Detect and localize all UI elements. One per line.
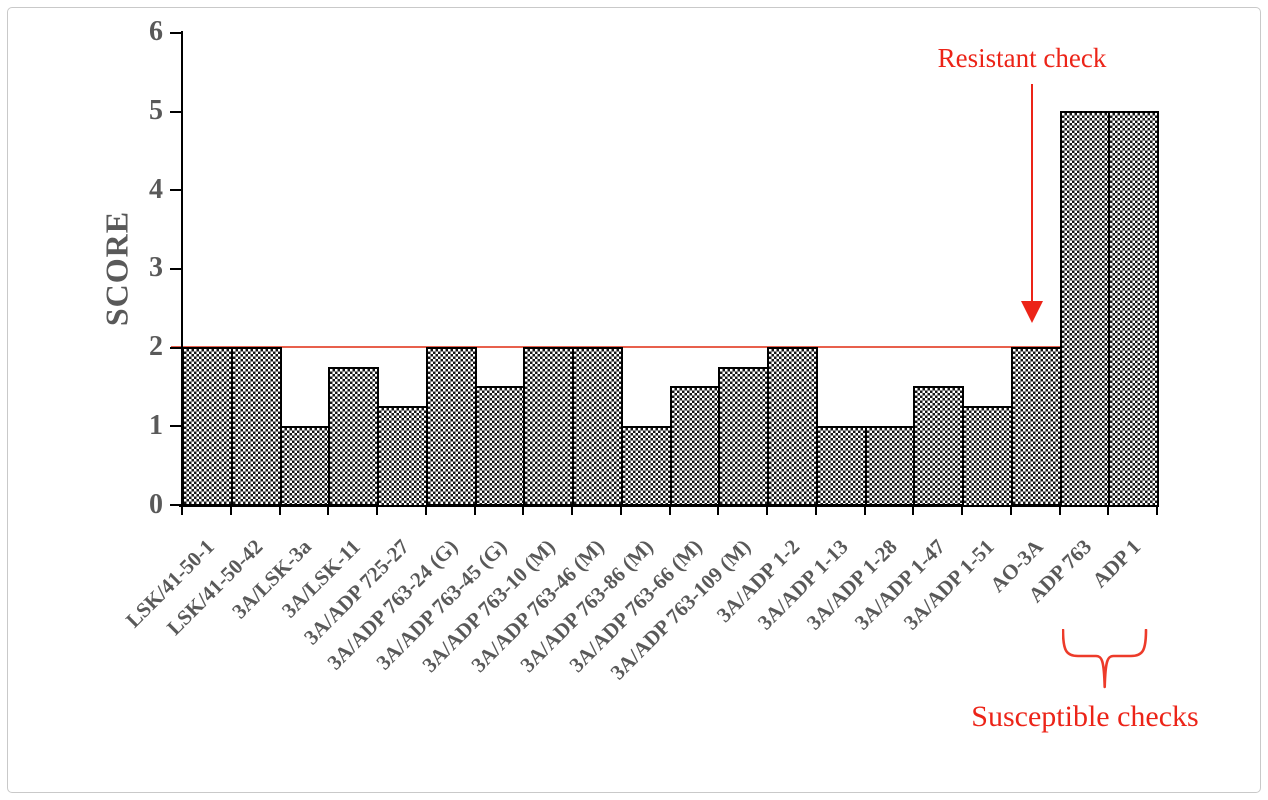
bar-3a-adp-763-109-m- xyxy=(718,366,769,507)
bar-3a-lsk-11 xyxy=(328,366,379,507)
y-tick-label-4: 4 xyxy=(149,173,163,205)
x-tick-0 xyxy=(181,506,184,515)
bar-3a-adp-763-86-m- xyxy=(620,425,672,507)
x-tick-14 xyxy=(863,506,866,515)
x-tick-12 xyxy=(766,506,769,515)
bar-3a-adp-763-24-g- xyxy=(425,347,477,507)
x-tick-15 xyxy=(912,506,915,515)
resistant-check-arrow-shaft xyxy=(1030,84,1034,304)
x-tick-13 xyxy=(814,506,817,515)
x-tick-2 xyxy=(278,506,281,515)
y-tick-label-6: 6 xyxy=(149,16,163,48)
y-tick-4 xyxy=(170,189,181,192)
bar-3a-adp-725-27 xyxy=(377,406,428,507)
bar-3a-adp-1-13 xyxy=(815,425,867,507)
x-tick-16 xyxy=(961,506,964,515)
bar-3a-lsk-3a xyxy=(279,425,331,507)
x-tick-10 xyxy=(668,506,671,515)
x-axis-line xyxy=(179,504,1159,507)
x-tick-17 xyxy=(1009,506,1012,515)
x-tick-5 xyxy=(424,506,427,515)
y-tick-label-5: 5 xyxy=(149,95,163,126)
x-tick-8 xyxy=(571,506,574,515)
x-tick-9 xyxy=(619,506,622,515)
bar-3a-adp-763-66-m- xyxy=(669,386,721,507)
y-tick-label-0: 0 xyxy=(149,488,163,520)
y-tick-5 xyxy=(170,110,181,113)
bar-3a-adp-1-28 xyxy=(864,425,916,507)
bar-3a-adp-1-2 xyxy=(767,347,818,507)
x-tick-11 xyxy=(717,506,720,515)
susceptible-checks-label: Susceptible checks xyxy=(971,700,1199,733)
y-tick-label-3: 3 xyxy=(149,252,163,284)
y-axis-line xyxy=(180,31,183,507)
bar-3a-adp-763-46-m- xyxy=(572,347,623,507)
x-tick-6 xyxy=(473,506,476,515)
y-tick-2 xyxy=(170,346,181,349)
x-tick-1 xyxy=(229,506,232,515)
y-tick-1 xyxy=(170,425,181,428)
bar-3a-adp-763-45-g- xyxy=(474,386,526,507)
x-tick-18 xyxy=(1058,506,1061,515)
bar-3a-adp-1-47 xyxy=(913,386,964,507)
bar-lsk-41-50-42 xyxy=(230,347,282,507)
y-tick-0 xyxy=(170,504,181,507)
y-tick-label-2: 2 xyxy=(149,331,163,363)
x-tick-19 xyxy=(1107,506,1110,515)
bar-adp-763 xyxy=(1059,111,1111,507)
bar-ao-3a xyxy=(1010,347,1062,507)
x-tick-7 xyxy=(522,506,525,515)
x-tick-3 xyxy=(327,506,330,515)
bar-adp-1 xyxy=(1108,111,1159,507)
bar-3a-adp-1-51 xyxy=(962,406,1013,507)
susceptible-brace-icon xyxy=(1062,629,1148,689)
y-tick-label-1: 1 xyxy=(149,409,163,441)
y-tick-3 xyxy=(170,267,181,271)
x-tick-4 xyxy=(376,506,379,515)
resistant-check-arrow-head-icon xyxy=(1021,301,1043,323)
bar-lsk-41-50-1 xyxy=(182,347,233,507)
resistant-check-label: Resistant check xyxy=(937,43,1107,73)
x-tick-20 xyxy=(1156,506,1159,515)
resistance-threshold-line xyxy=(171,345,1158,349)
y-tick-6 xyxy=(170,31,181,34)
bar-3a-adp-763-10-m- xyxy=(523,347,574,507)
